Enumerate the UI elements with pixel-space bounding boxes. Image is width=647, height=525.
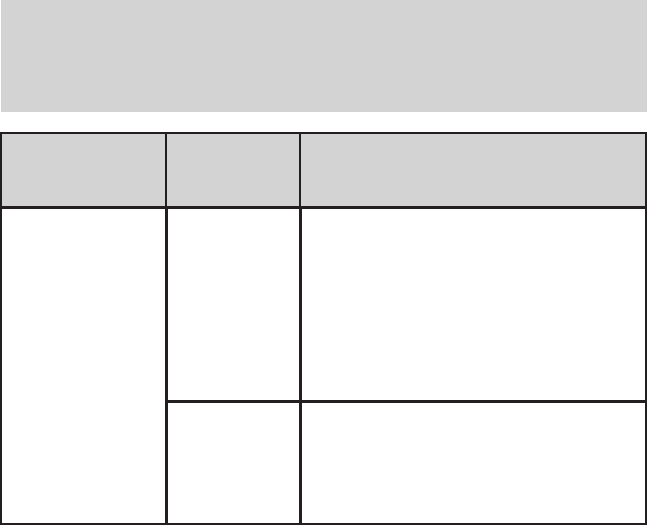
- header-cell-3: [299, 132, 647, 209]
- gray-banner: [1, 0, 647, 112]
- body-cell-r1-c3: [299, 206, 647, 403]
- body-cell-merged: [0, 206, 168, 525]
- header-cell-1: [0, 132, 168, 209]
- header-cell-2: [165, 132, 302, 209]
- body-cell-r1-c2: [165, 206, 302, 403]
- body-cell-r2-c2: [165, 400, 302, 525]
- body-cell-r2-c3: [299, 400, 647, 525]
- empty-table: [0, 132, 647, 525]
